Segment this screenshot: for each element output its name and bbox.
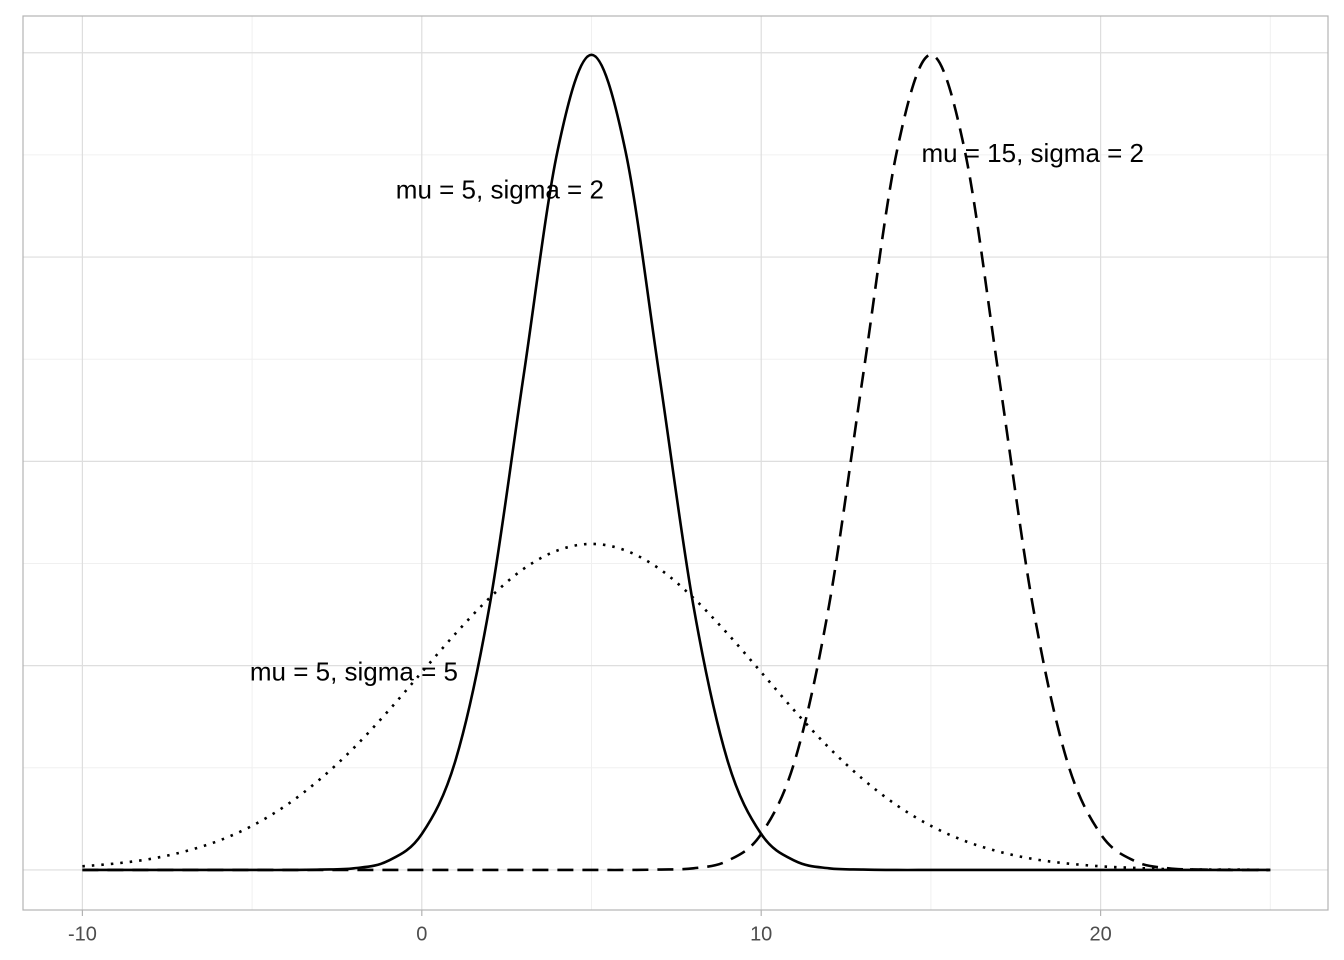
x-tick-label: 20	[1089, 923, 1111, 945]
density-line	[82, 53, 1271, 872]
x-tick-label: -10	[68, 923, 97, 945]
x-tick-label: 0	[416, 923, 427, 945]
annotation: mu = 15, sigma = 2	[921, 138, 1144, 168]
annotation: mu = 5, sigma = 2	[396, 175, 604, 205]
annotation: mu = 5, sigma = 5	[250, 657, 458, 687]
panel-border	[22, 15, 1329, 911]
density-line	[82, 53, 1271, 872]
x-tick-label: 10	[750, 923, 772, 945]
